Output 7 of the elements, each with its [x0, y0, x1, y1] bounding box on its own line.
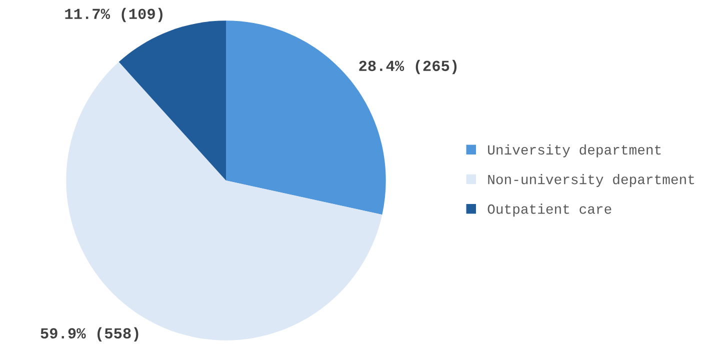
data-label: 59.9% (558)	[40, 327, 138, 342]
data-label: 11.7% (109)	[65, 8, 162, 22]
pie-slice	[118, 20, 226, 180]
legend-label: Non-university department	[488, 174, 694, 187]
legend-label: Outpatient care	[488, 204, 612, 217]
data-label: 28.4% (265)	[359, 60, 457, 74]
legend-label: University department	[488, 144, 661, 158]
